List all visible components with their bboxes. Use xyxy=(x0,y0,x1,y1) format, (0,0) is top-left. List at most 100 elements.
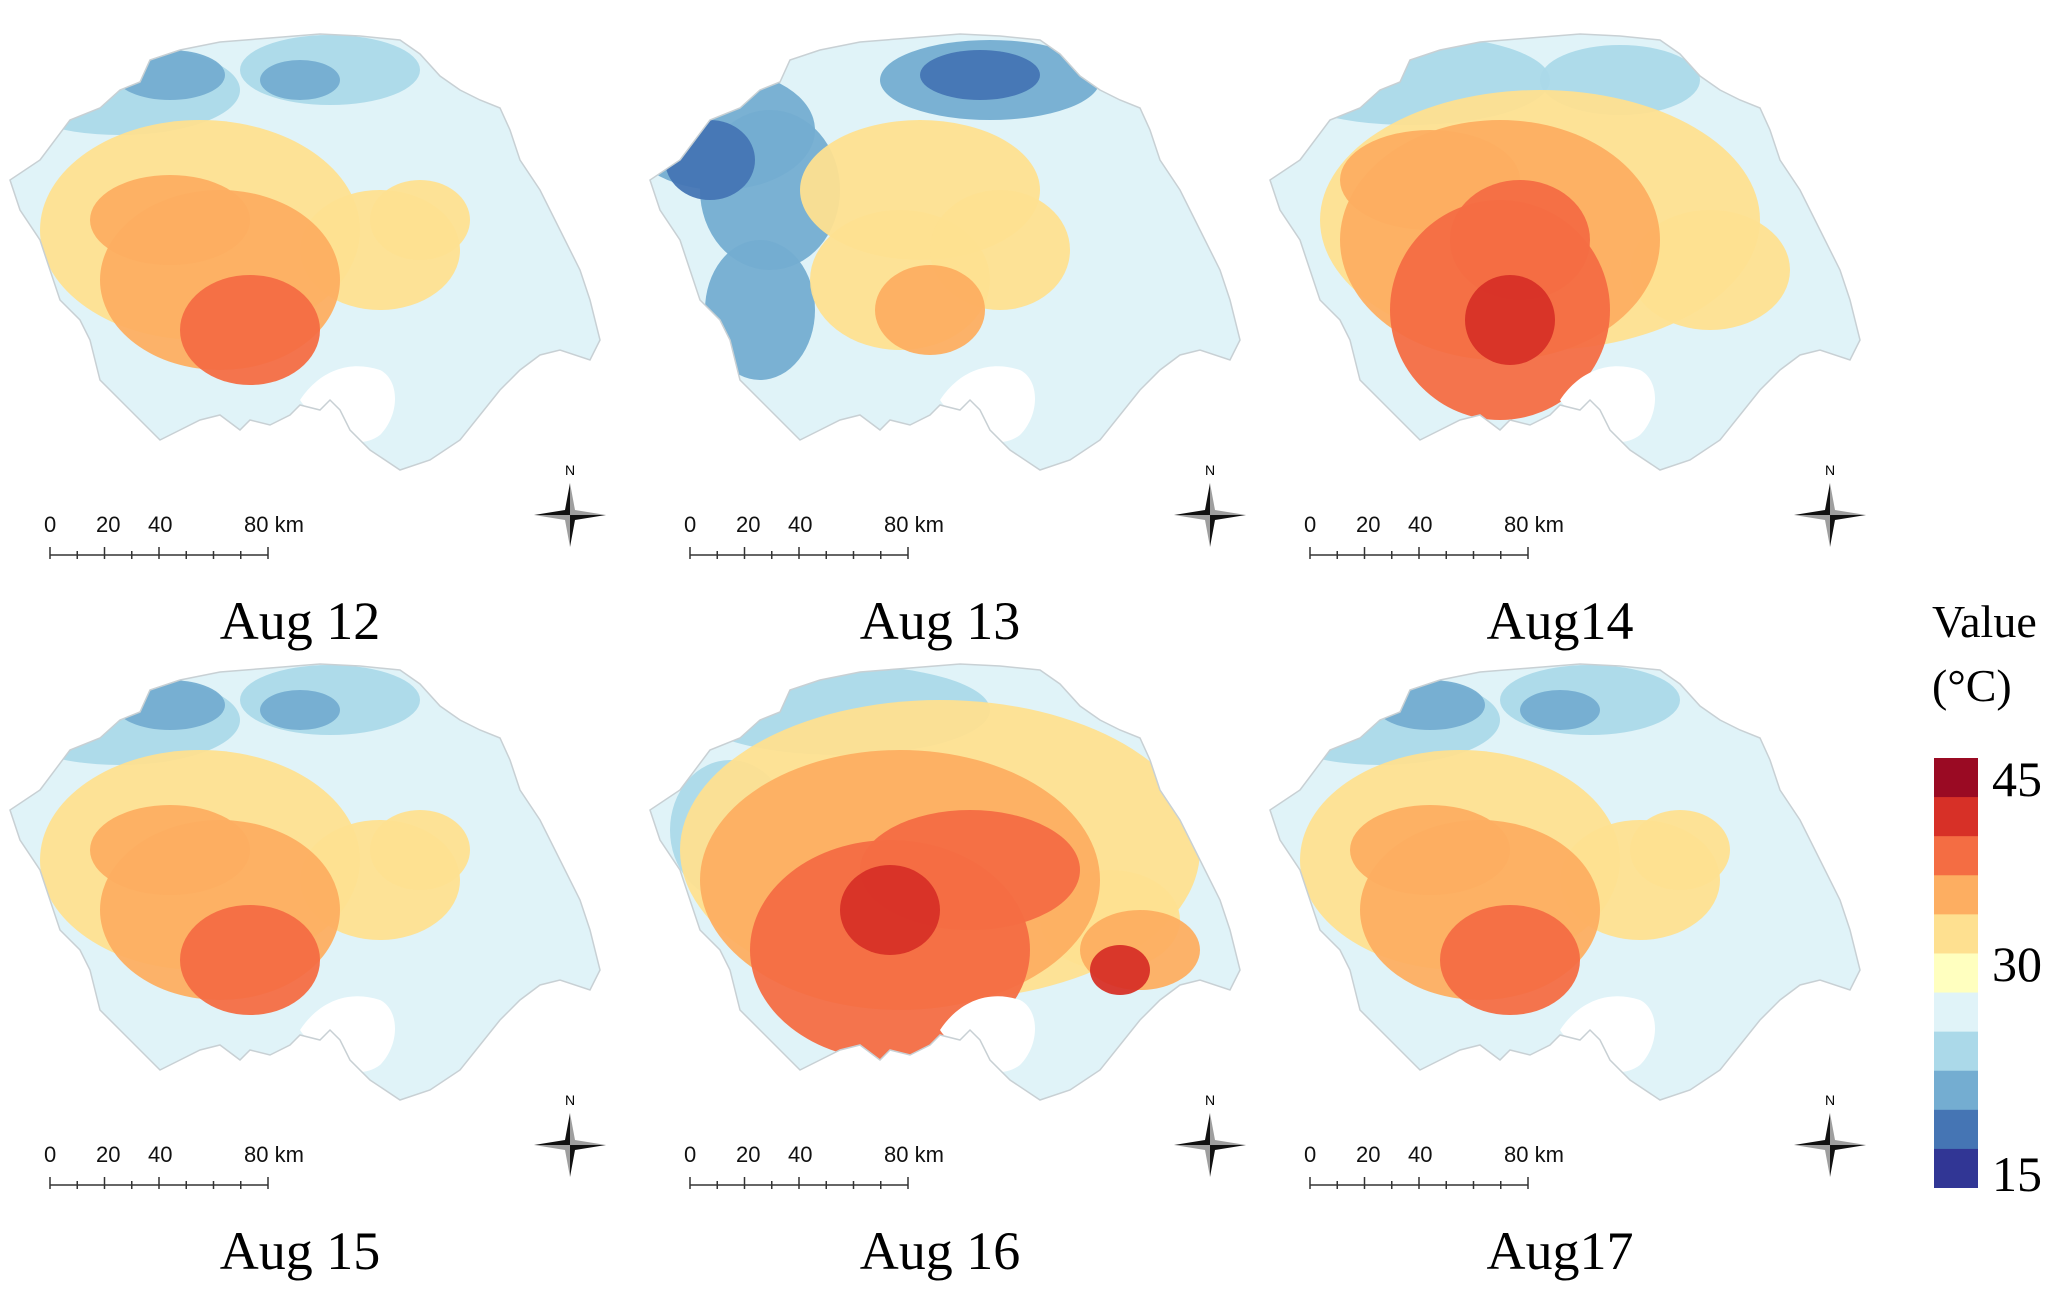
scale-label: 80 km xyxy=(1504,512,1564,537)
legend-swatch xyxy=(1934,1109,1978,1150)
legend-swatch xyxy=(1934,797,1978,837)
bay-water xyxy=(940,996,1035,1073)
scale-label: 20 xyxy=(1356,1142,1381,1167)
map-panel-aug12: N 0 20 40 80 km Aug 12 xyxy=(0,20,640,651)
scale-label: 0 xyxy=(1304,512,1317,537)
legend-tick-45: 45 xyxy=(1992,751,2042,807)
legend-swatch xyxy=(1934,1031,1978,1072)
map-panel-aug17: N 0 20 40 80 km Aug17 xyxy=(1260,650,1900,1281)
region-outline xyxy=(649,663,1241,1101)
scale-label: 80 km xyxy=(884,1142,944,1167)
temperature-zone xyxy=(1465,275,1555,365)
legend-swatch xyxy=(1934,914,1978,954)
scale-bar xyxy=(49,1177,269,1189)
bay-water xyxy=(1560,996,1655,1073)
scale-bar xyxy=(689,547,909,559)
temperature-zone xyxy=(1090,945,1150,995)
temperature-map: N xyxy=(649,663,1246,1189)
bay-water xyxy=(1560,366,1655,443)
scale-label: 0 xyxy=(44,1142,57,1167)
region-shape xyxy=(10,664,600,1100)
scale-label: 20 xyxy=(736,512,761,537)
temperature-map: N xyxy=(9,33,606,559)
map-panel-aug16: N 0 20 40 80 km Aug 16 xyxy=(640,650,1280,1281)
legend-tick-30: 30 xyxy=(1992,936,2042,992)
north-arrow-icon: N xyxy=(1174,462,1246,547)
scale-label: 40 xyxy=(148,1142,173,1167)
north-arrow-icon: N xyxy=(1174,1092,1246,1177)
temperature-zone xyxy=(875,265,985,355)
map-caption: Aug14 xyxy=(1486,591,1634,651)
region-outline xyxy=(1269,663,1861,1101)
temperature-map: N xyxy=(1269,663,1866,1189)
map-caption: Aug 16 xyxy=(859,1221,1021,1281)
scale-bar-labels: 0 20 40 80 km xyxy=(1304,512,1604,542)
bay-water xyxy=(300,366,395,443)
region-outline xyxy=(9,663,601,1101)
map-caption: Aug 13 xyxy=(859,591,1021,651)
region-outline xyxy=(9,33,601,471)
legend-swatch xyxy=(1934,836,1978,876)
scale-bar xyxy=(49,547,269,559)
scale-bar-labels: 0 20 40 80 km xyxy=(44,1142,344,1172)
scale-label: 20 xyxy=(1356,512,1381,537)
map-panel-aug15: N 0 20 40 80 km Aug 15 xyxy=(0,650,640,1281)
map-panel-aug14: N 0 20 40 80 km Aug14 xyxy=(1260,20,1900,651)
legend-tick-15: 15 xyxy=(1992,1146,2042,1202)
scale-bar xyxy=(689,1177,909,1189)
temperature-zone xyxy=(90,805,250,895)
temperature-map: N xyxy=(1269,33,1866,559)
map-caption: Aug17 xyxy=(1486,1221,1634,1281)
temperature-zone xyxy=(90,175,250,265)
scale-bar xyxy=(1309,547,1529,559)
scale-label: 40 xyxy=(1408,512,1433,537)
north-label: N xyxy=(565,1092,575,1108)
temperature-zone xyxy=(115,680,225,730)
scale-bar-labels: 0 20 40 80 km xyxy=(684,512,984,542)
north-arrow-icon: N xyxy=(1794,1092,1866,1177)
scale-label: 80 km xyxy=(1504,1142,1564,1167)
scale-label: 40 xyxy=(148,512,173,537)
scale-label: 40 xyxy=(788,512,813,537)
north-arrow-icon: N xyxy=(534,462,606,547)
scale-label: 40 xyxy=(788,1142,813,1167)
temperature-zone xyxy=(1450,180,1590,300)
temperature-zone xyxy=(260,690,340,730)
temperature-zone xyxy=(1440,905,1580,1015)
temperature-zone xyxy=(1350,805,1510,895)
scale-label: 80 km xyxy=(244,512,304,537)
scale-label: 80 km xyxy=(244,1142,304,1167)
legend-swatch xyxy=(1934,875,1978,915)
temperature-zone xyxy=(1375,680,1485,730)
temperature-zone xyxy=(370,180,470,260)
temperature-zone xyxy=(180,275,320,385)
legend-title: Value (°C) xyxy=(1932,590,2037,718)
north-label: N xyxy=(565,462,575,478)
scale-label: 0 xyxy=(684,512,697,537)
scale-label: 20 xyxy=(736,1142,761,1167)
legend-title-line1: Value xyxy=(1932,596,2037,647)
bay-water xyxy=(300,996,395,1073)
temperature-legend: Value (°C) 45 30 15 xyxy=(1920,590,2070,1210)
legend-color-bar xyxy=(1934,758,1978,1188)
temperature-zone xyxy=(665,120,755,200)
scale-label: 80 km xyxy=(884,512,944,537)
temperature-zone xyxy=(260,60,340,100)
region-shape xyxy=(1270,664,1860,1100)
region-shape xyxy=(10,34,600,470)
temperature-zone xyxy=(1630,810,1730,890)
scale-label: 0 xyxy=(684,1142,697,1167)
temperature-zone xyxy=(115,50,225,100)
scale-label: 0 xyxy=(44,512,57,537)
temperature-zone xyxy=(1630,210,1790,330)
north-arrow-icon: N xyxy=(534,1092,606,1177)
map-panel-aug13: N 0 20 40 80 km Aug 13 xyxy=(640,20,1280,651)
temperature-zone xyxy=(180,905,320,1015)
scale-label: 20 xyxy=(96,512,121,537)
legend-swatch xyxy=(1934,953,1978,994)
legend-title-line2: (°C) xyxy=(1932,660,2012,711)
temperature-zone xyxy=(920,50,1040,100)
scale-bar xyxy=(1309,1177,1529,1189)
legend-swatch xyxy=(1934,1148,1978,1188)
temperature-zone xyxy=(370,810,470,890)
